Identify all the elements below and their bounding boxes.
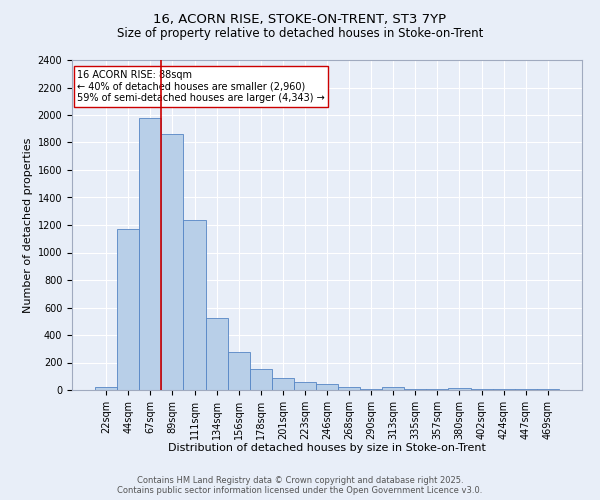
Text: 16 ACORN RISE: 88sqm
← 40% of detached houses are smaller (2,960)
59% of semi-de: 16 ACORN RISE: 88sqm ← 40% of detached h…: [77, 70, 325, 103]
Text: 16, ACORN RISE, STOKE-ON-TRENT, ST3 7YP: 16, ACORN RISE, STOKE-ON-TRENT, ST3 7YP: [154, 12, 446, 26]
Bar: [227, 352, 250, 390]
Bar: [161, 134, 184, 390]
Bar: [294, 382, 316, 390]
Y-axis label: Number of detached properties: Number of detached properties: [23, 138, 34, 312]
Text: Size of property relative to detached houses in Stoke-on-Trent: Size of property relative to detached ho…: [117, 28, 483, 40]
Bar: [382, 387, 404, 390]
Bar: [272, 378, 294, 390]
X-axis label: Distribution of detached houses by size in Stoke-on-Trent: Distribution of detached houses by size …: [168, 444, 486, 454]
Text: Contains HM Land Registry data © Crown copyright and database right 2025.
Contai: Contains HM Land Registry data © Crown c…: [118, 476, 482, 495]
Bar: [95, 386, 117, 390]
Bar: [360, 388, 382, 390]
Bar: [448, 388, 470, 390]
Bar: [184, 220, 206, 390]
Bar: [338, 387, 360, 390]
Bar: [316, 384, 338, 390]
Bar: [117, 229, 139, 390]
Bar: [206, 318, 227, 390]
Bar: [250, 368, 272, 390]
Bar: [139, 118, 161, 390]
